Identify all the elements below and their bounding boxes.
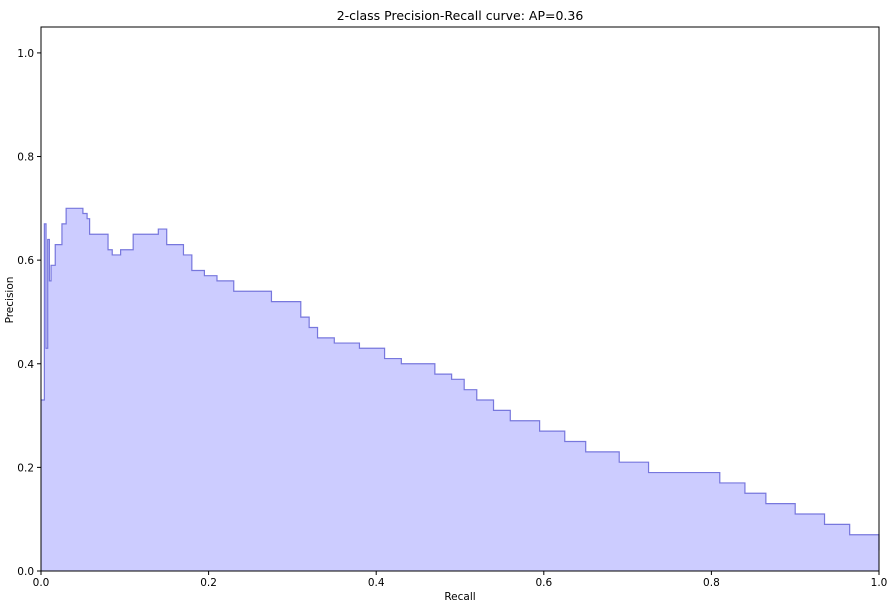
x-tick-label: 0.2 xyxy=(200,577,217,589)
y-tick-label: 0.8 xyxy=(17,152,34,164)
pr-area-fill xyxy=(41,208,879,572)
x-axis-label: Recall xyxy=(444,591,475,603)
y-tick-label: 1.0 xyxy=(17,48,34,60)
x-tick-label: 0.4 xyxy=(368,577,385,589)
plot-frame xyxy=(40,26,880,572)
y-axis: 0.0 0.2 0.4 0.6 0.8 1.0 xyxy=(17,48,41,578)
x-axis: 0.0 0.2 0.4 0.6 0.8 1.0 xyxy=(33,571,888,589)
x-tick-label: 0.8 xyxy=(703,577,720,589)
y-tick-label: 0.4 xyxy=(17,359,34,371)
y-tick-label: 0.0 xyxy=(17,566,34,578)
x-tick-label: 0.0 xyxy=(33,577,50,589)
pr-step-line xyxy=(41,207,880,551)
chart-title: 2-class Precision-Recall curve: AP=0.36 xyxy=(337,8,584,23)
y-tick-label: 0.6 xyxy=(17,255,34,267)
x-tick-label: 1.0 xyxy=(871,577,888,589)
plot-area xyxy=(41,207,880,572)
y-axis-label: Precision xyxy=(4,277,16,324)
y-tick-label: 0.2 xyxy=(17,462,34,474)
x-tick-label: 0.6 xyxy=(535,577,552,589)
